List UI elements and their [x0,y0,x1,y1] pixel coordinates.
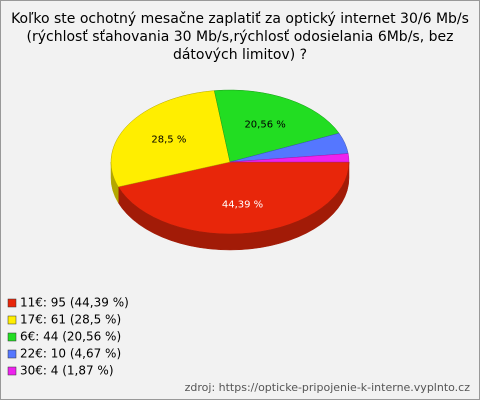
slice [214,89,340,163]
legend-label: 17€: 61 (28,5 %) [20,313,121,327]
data-label: 44,39 % [222,200,263,211]
slice [117,161,350,235]
slice [110,90,231,188]
legend-label: 6€: 44 (20,56 %) [20,330,121,344]
data-label: 28,5 % [151,135,186,146]
chart-title: Koľko ste ochotný mesačne zaplatiť za op… [11,11,469,27]
legend-swatch [7,349,17,359]
legend-label: 11€: 95 (44,39 %) [20,296,129,310]
legend-swatch [7,366,17,376]
source: zdroj: https://opticke-pripojenie-k-inte… [185,381,471,394]
chart-title: dátových limitov) ? [173,47,307,63]
legend-swatch [7,332,17,342]
legend-swatch [7,315,17,325]
slice [229,153,350,163]
legend-swatch [7,298,17,308]
legend-label: 30€: 4 (1,87 %) [20,364,114,378]
chart-title: (rýchlosť sťahovania 30 Mb/s,rýchlosť od… [27,29,454,45]
data-label: 20,56 % [244,119,285,130]
legend-label: 22€: 10 (4,67 %) [20,347,121,361]
